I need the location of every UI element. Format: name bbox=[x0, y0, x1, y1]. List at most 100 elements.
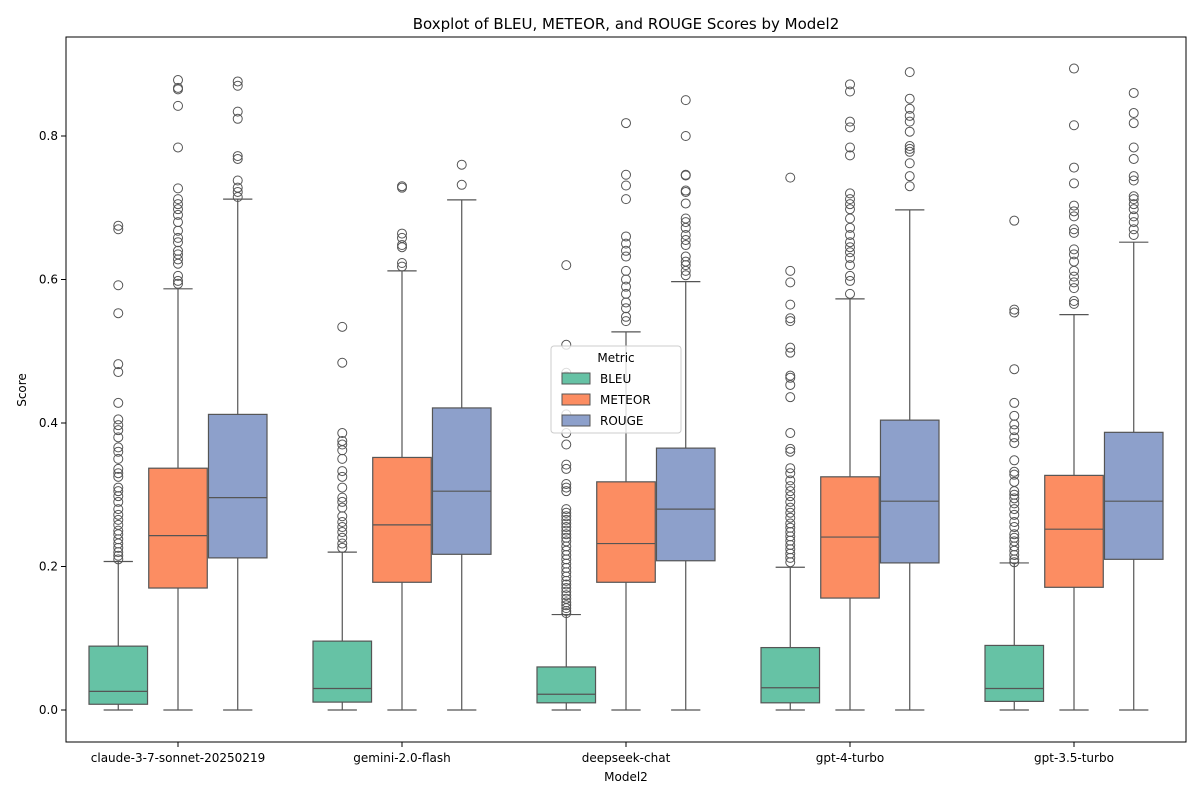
outlier-point bbox=[1069, 224, 1079, 235]
box-meteor-4 bbox=[1044, 63, 1104, 711]
outlier-point bbox=[845, 230, 855, 241]
outlier-point bbox=[785, 502, 796, 513]
outlier-point bbox=[1128, 199, 1139, 210]
y-axis-title: Score bbox=[15, 373, 29, 407]
outlier-point bbox=[1009, 529, 1020, 540]
outlier-point bbox=[173, 199, 183, 210]
box-bleu-3 bbox=[760, 172, 821, 711]
outlier-point bbox=[1069, 277, 1079, 288]
box-meteor-2 bbox=[596, 118, 656, 711]
y-tick-label: 0.4 bbox=[39, 416, 58, 430]
iqr-box bbox=[536, 666, 597, 704]
outlier-point bbox=[845, 188, 855, 199]
outlier-point bbox=[1128, 230, 1139, 241]
outlier-point bbox=[113, 224, 124, 235]
outlier-point bbox=[456, 179, 467, 190]
iqr-box bbox=[431, 407, 492, 555]
outlier-point bbox=[173, 84, 183, 95]
outlier-point bbox=[337, 522, 348, 533]
outlier-point bbox=[337, 511, 348, 522]
outlier-point bbox=[173, 194, 183, 205]
x-axis-title: Model2 bbox=[604, 770, 648, 784]
iqr-box bbox=[1103, 431, 1164, 560]
legend-label-rouge: ROUGE bbox=[600, 414, 643, 428]
outlier-point bbox=[621, 245, 631, 256]
outlier-point bbox=[561, 529, 572, 540]
outlier-point bbox=[397, 182, 407, 193]
box-rouge-2 bbox=[655, 95, 716, 711]
outlier-point bbox=[1069, 178, 1079, 189]
outlier-point bbox=[561, 525, 572, 536]
outlier-point bbox=[113, 442, 124, 453]
outlier-point bbox=[785, 316, 796, 327]
outlier-point bbox=[113, 446, 124, 457]
iqr-box bbox=[148, 467, 208, 589]
outlier-point bbox=[1069, 298, 1079, 309]
outlier-point bbox=[785, 265, 796, 276]
outlier-point bbox=[680, 198, 691, 209]
box-meteor-0 bbox=[148, 75, 208, 711]
outlier-point bbox=[113, 468, 124, 479]
outlier-point bbox=[845, 122, 855, 133]
outlier-point bbox=[904, 126, 915, 137]
outlier-point bbox=[1009, 419, 1020, 430]
outlier-point bbox=[904, 103, 915, 114]
outlier-point bbox=[621, 118, 631, 129]
outlier-point bbox=[785, 347, 796, 358]
outlier-point bbox=[337, 471, 348, 482]
outlier-point bbox=[1128, 87, 1139, 98]
outlier-point bbox=[1128, 108, 1139, 119]
outlier-point bbox=[680, 235, 691, 246]
outlier-point bbox=[785, 507, 796, 518]
outlier-point bbox=[113, 453, 124, 464]
outlier-point bbox=[397, 228, 407, 239]
outlier-point bbox=[680, 270, 691, 281]
outlier-point bbox=[337, 527, 348, 538]
outlier-point bbox=[621, 238, 631, 249]
outlier-point bbox=[785, 486, 796, 497]
x-tick-label: gemini-2.0-flash bbox=[353, 751, 450, 765]
y-tick-label: 0.0 bbox=[39, 703, 58, 717]
outlier-point bbox=[904, 171, 915, 182]
outlier-point bbox=[337, 453, 348, 464]
outlier-point bbox=[680, 240, 691, 251]
outlier-point bbox=[113, 504, 124, 515]
outlier-point bbox=[904, 158, 915, 169]
outlier-point bbox=[1009, 504, 1020, 515]
outlier-point bbox=[785, 277, 796, 288]
outlier-point bbox=[1009, 425, 1020, 436]
iqr-box bbox=[312, 640, 373, 703]
outlier-point bbox=[1069, 265, 1079, 276]
outlier-point bbox=[621, 194, 631, 205]
outlier-point bbox=[621, 180, 631, 191]
outlier-point bbox=[173, 254, 183, 265]
outlier-point bbox=[561, 482, 572, 493]
outlier-point bbox=[680, 260, 691, 271]
outlier-point bbox=[1069, 244, 1079, 255]
outlier-point bbox=[337, 492, 348, 503]
outlier-point bbox=[680, 230, 691, 241]
outlier-point bbox=[1009, 517, 1020, 528]
chart-title: Boxplot of BLEU, METEOR, and ROUGE Score… bbox=[413, 15, 840, 33]
outlier-point bbox=[1009, 304, 1020, 315]
y-tick-label: 0.6 bbox=[39, 273, 58, 287]
outlier-point bbox=[561, 579, 572, 590]
outlier-point bbox=[561, 478, 572, 489]
outlier-point bbox=[232, 106, 243, 117]
outlier-point bbox=[232, 153, 243, 164]
outlier-point bbox=[845, 142, 855, 153]
outlier-point bbox=[113, 432, 124, 443]
outlier-point bbox=[845, 222, 855, 233]
outlier-point bbox=[680, 222, 691, 233]
outlier-point bbox=[561, 463, 572, 474]
outlier-point bbox=[680, 186, 691, 197]
outlier-point bbox=[1128, 153, 1139, 164]
outlier-point bbox=[1009, 498, 1020, 509]
x-tick-label: gpt-4-turbo bbox=[816, 751, 884, 765]
outlier-point bbox=[1009, 486, 1020, 497]
outlier-point bbox=[113, 514, 124, 525]
legend-title: Metric bbox=[597, 351, 634, 365]
outlier-point bbox=[904, 93, 915, 104]
outlier-point bbox=[785, 446, 796, 457]
